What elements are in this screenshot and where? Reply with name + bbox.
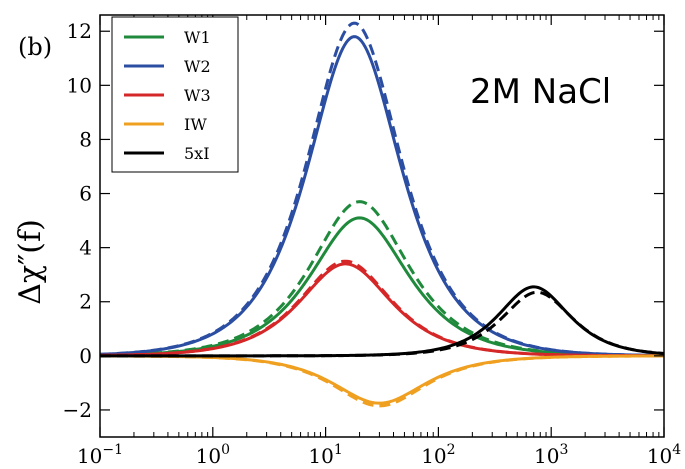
y-tick-label: 2	[79, 290, 92, 314]
plot-frame	[99, 14, 665, 438]
y-tick-label: 12	[67, 19, 92, 43]
x-tick-label: 100	[196, 442, 230, 468]
legend-box	[111, 16, 239, 173]
panel-label: (b)	[18, 33, 52, 61]
y-tick-label: 4	[79, 236, 92, 260]
annotation-2m-nacl: 2M NaCl	[470, 72, 611, 112]
y-axis-label: Δχ″(f)	[13, 219, 48, 305]
series-w3-solid-line	[100, 262, 664, 358]
legend-label-5xi: 5xI	[184, 144, 210, 163]
legend-label-w3: W3	[184, 86, 211, 105]
curves	[100, 21, 664, 408]
x-tick-label: 101	[308, 442, 342, 468]
x-tick-label: 104	[647, 442, 681, 468]
ticks: 10−1 100 101 102 103 104 −2 0 2 4 6 8 10 12	[63, 15, 681, 468]
legend: W1 W2 W3 IW 5xI	[111, 16, 239, 173]
y-tick-label: 8	[79, 127, 92, 151]
series-w1-dashed-line	[100, 200, 664, 358]
x-tick-label: 102	[421, 442, 455, 468]
y-tick-label: 0	[79, 344, 92, 368]
series-w2-solid-line	[100, 35, 664, 357]
y-tick-label: 6	[79, 182, 92, 206]
series-w1-solid-line	[100, 216, 664, 358]
y-tick-label: 10	[67, 73, 92, 97]
legend-label-iw: IW	[184, 115, 207, 134]
series-iw-solid-line	[100, 354, 664, 405]
x-tick-label: 103	[534, 442, 568, 468]
plot-border	[99, 14, 665, 438]
legend-label-w2: W2	[184, 57, 211, 76]
series-w3-dashed-line	[100, 259, 664, 358]
legend-label-w1: W1	[184, 28, 211, 47]
x-tick-label: 10−1	[77, 442, 123, 468]
y-tick-label: −2	[63, 398, 92, 422]
series-iw-dashed-line	[100, 354, 664, 408]
series-5xi-solid-line	[100, 285, 664, 358]
